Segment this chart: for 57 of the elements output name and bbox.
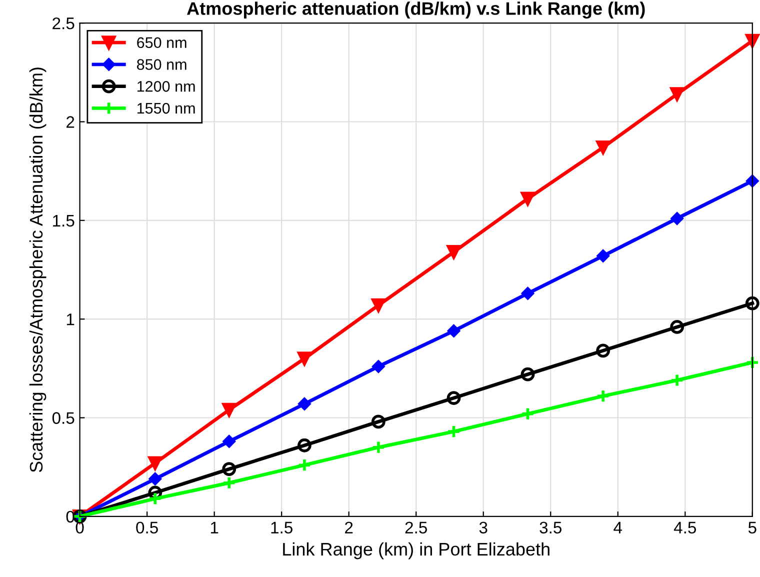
chart-title: Atmospheric attenuation (dB/km) v.s Link Range (km): [186, 2, 645, 19]
point: [596, 250, 610, 262]
point: [372, 360, 385, 373]
point: [222, 435, 236, 448]
point: [371, 298, 386, 312]
y-tick-label: 2: [66, 116, 74, 128]
point: [596, 344, 610, 358]
point: [148, 492, 162, 506]
point: [148, 456, 162, 470]
point: [521, 287, 534, 300]
point: [670, 373, 684, 388]
point: [670, 212, 684, 225]
x-tick-label: 3.5: [540, 522, 562, 534]
y-tick-label: 2.5: [52, 17, 74, 30]
point: [520, 406, 535, 421]
point: [596, 389, 610, 403]
x-tick-label: 2.5: [405, 522, 427, 534]
point: [298, 352, 312, 366]
y-axis-title: Scattering losses/Atmospheric Attenuation (dB/km): [29, 68, 46, 472]
point: [745, 296, 760, 310]
point: [670, 87, 684, 102]
x-tick-label: 3: [479, 522, 488, 534]
point: [222, 476, 236, 490]
y-tick-label: 1: [66, 314, 74, 326]
point: [446, 424, 461, 439]
point: [298, 458, 312, 472]
point: [148, 472, 162, 486]
x-tick-label: 4: [614, 522, 622, 534]
legend-label: 1200 nm: [137, 80, 195, 92]
point: [447, 324, 460, 338]
x-tick-label: 1: [210, 522, 218, 534]
point: [371, 414, 386, 429]
x-tick-label: 5: [748, 522, 756, 534]
legend-label: 850 nm: [136, 59, 186, 70]
point: [520, 367, 535, 382]
legend-label: 650 nm: [137, 37, 186, 48]
point: [745, 356, 760, 370]
x-axis-title: Link Range (km) in Port Elizabeth: [283, 542, 550, 560]
point: [446, 391, 461, 405]
point: [298, 398, 311, 410]
point: [745, 34, 760, 48]
point: [371, 440, 386, 454]
point: [520, 192, 535, 206]
y-tick-label: 1.5: [53, 214, 74, 227]
point: [298, 438, 312, 452]
point: [670, 320, 684, 334]
x-tick-label: 1.5: [271, 522, 292, 534]
point: [222, 402, 236, 417]
x-tick-label: 0.5: [136, 522, 158, 534]
x-tick-label: 4.5: [674, 522, 696, 534]
point: [746, 174, 759, 188]
legend-label: 1550 nm: [137, 102, 195, 114]
point: [446, 245, 461, 259]
x-tick-label: 2: [345, 522, 353, 534]
point: [222, 462, 236, 476]
point: [596, 140, 610, 154]
y-tick-label: 0.5: [52, 412, 74, 424]
